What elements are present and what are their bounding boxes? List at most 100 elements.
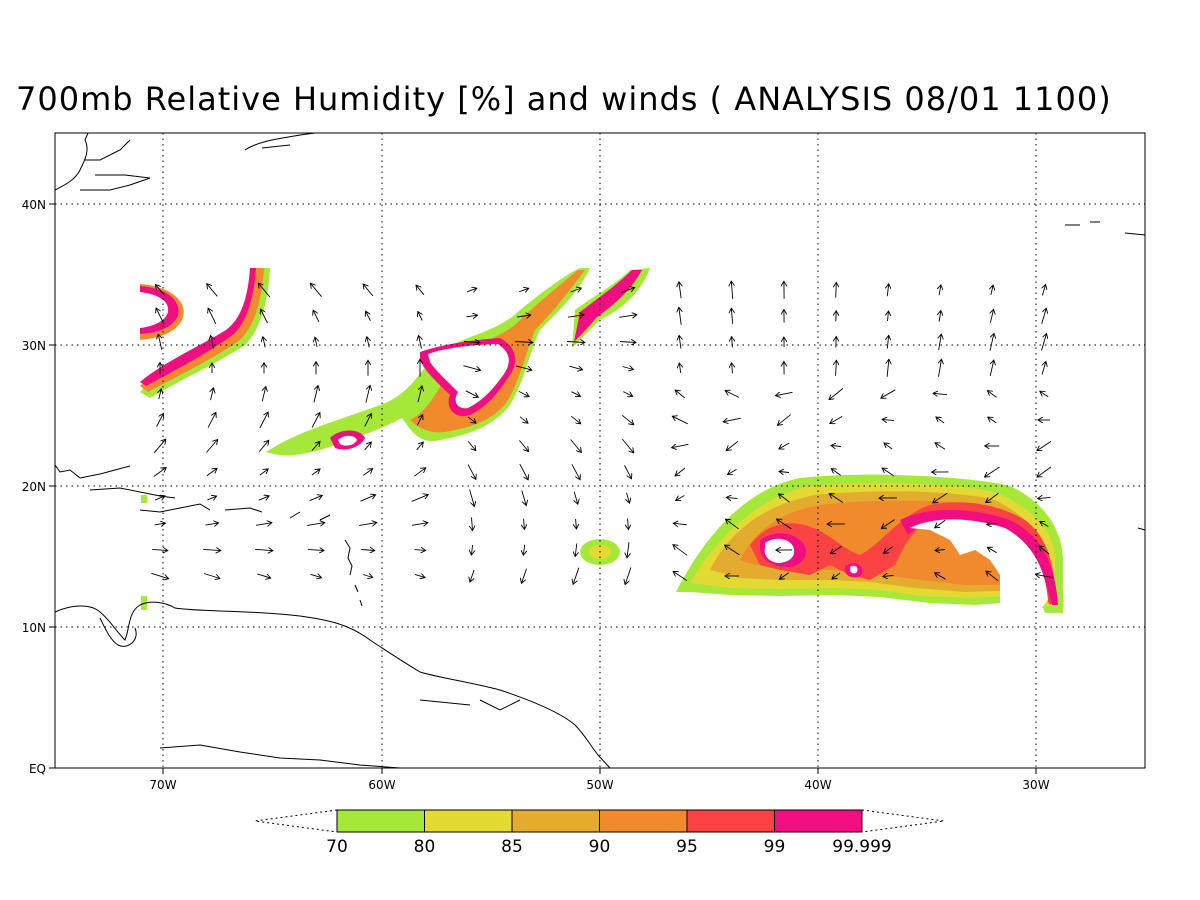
wind-arrow [1040,391,1049,398]
lat-label: 40N [22,198,46,212]
wind-arrow [471,544,472,555]
wind-arrow [466,315,478,317]
colorbar-label: 70 [326,837,348,857]
wind-arrow [621,438,633,453]
wind-arrow [830,416,843,423]
wind-arrow [367,337,369,348]
wind-arrow [939,311,941,322]
wind-arrow [467,416,476,423]
wind-arrow [622,367,634,370]
wind-arrow [465,390,479,397]
wind-arrow [261,309,268,324]
wind-arrow [311,469,320,476]
wind-arrow [575,543,577,557]
wind-arrow [567,315,584,317]
wind-arrow [779,442,790,449]
wind-arrow [307,523,325,526]
wind-arrow [570,439,582,453]
colorbar-swatch [511,809,600,833]
wind-arrow [731,308,732,324]
wind-arrow [417,386,422,403]
wind-arrow [257,573,270,578]
wind-arrow [989,360,994,376]
longitude-labels: 70W 60W 50W 40W 30W [149,778,1049,792]
wind-arrow [624,465,632,478]
humidity-shading [140,268,1063,613]
wind-arrow [313,310,320,323]
wind-arrow [524,518,525,530]
wind-arrow [673,545,688,556]
lat-label: EQ [29,762,46,776]
lat-label: 20N [22,480,46,494]
wind-arrow [156,285,165,296]
wind-arrow [416,442,424,451]
colorbar-label: 80 [414,837,436,857]
wind-arrow [206,440,217,453]
wind-arrow [207,284,218,297]
wind-arrow [831,446,842,447]
wind-arrow [311,441,320,451]
wind-arrow [571,464,580,479]
wind-arrow [463,365,480,371]
wind-arrow [985,466,1000,477]
wind-arrow [723,417,741,422]
wind-arrow [990,309,993,323]
wind-arrow [310,574,322,577]
wind-arrow [1037,440,1052,450]
wind-arrow [419,336,422,349]
wind-arrow [1042,362,1046,375]
wind-arrow [158,334,162,350]
wind-arrow [679,307,681,325]
colorbar-label: 99.999 [832,837,891,857]
colorbar-left-extension [254,809,338,833]
wind-arrow [1041,308,1047,324]
wind-arrow [726,441,739,450]
wind-arrow [258,440,269,452]
wind-arrow [887,335,888,349]
wind-arrow [203,549,221,550]
wind-arrow [515,342,533,343]
wind-arrow [571,391,581,397]
wind-arrow [887,359,889,377]
wind-arrow [832,572,841,579]
wind-arrow [933,393,948,394]
wind-arrow [522,568,527,584]
wind-arrow [881,389,896,398]
wind-arrow [574,491,578,504]
wind-arrow [259,469,268,476]
wind-arrow [418,312,422,321]
wind-arrow [206,468,217,477]
wind-arrow [570,288,582,292]
wind-arrow [672,416,688,425]
wind-arrow [153,468,166,477]
wind-arrow [517,315,531,317]
wind-arrow [573,567,580,585]
wind-arrow [519,463,528,480]
colorbar-swatch [336,809,425,833]
wind-arrow [414,550,425,551]
wind-arrow [1035,574,1053,577]
wind-arrow [360,495,375,502]
wind-arrow [469,489,475,507]
wind-arrow [621,414,634,424]
wind-arrow [726,519,739,530]
wind-arrow [628,518,629,530]
wind-arrow [836,360,837,376]
wind-arrow [731,281,732,299]
wind-arrow [1042,285,1045,296]
wind-arrow [679,282,681,299]
wind-arrow [363,284,374,297]
wind-arrow [313,386,318,403]
wind-arrow [570,415,581,424]
wind-arrow [154,496,165,500]
wind-arrow [933,492,948,503]
wind-arrow [675,390,686,399]
wind-arrow [829,494,844,503]
wind-arrow [361,550,375,551]
wind-arrow [255,549,273,550]
wind-arrow [152,549,168,550]
lon-label: 30W [1022,778,1049,792]
colorbar-swatch [424,809,513,833]
wind-arrow [359,523,377,526]
wind-arrow [776,392,793,395]
